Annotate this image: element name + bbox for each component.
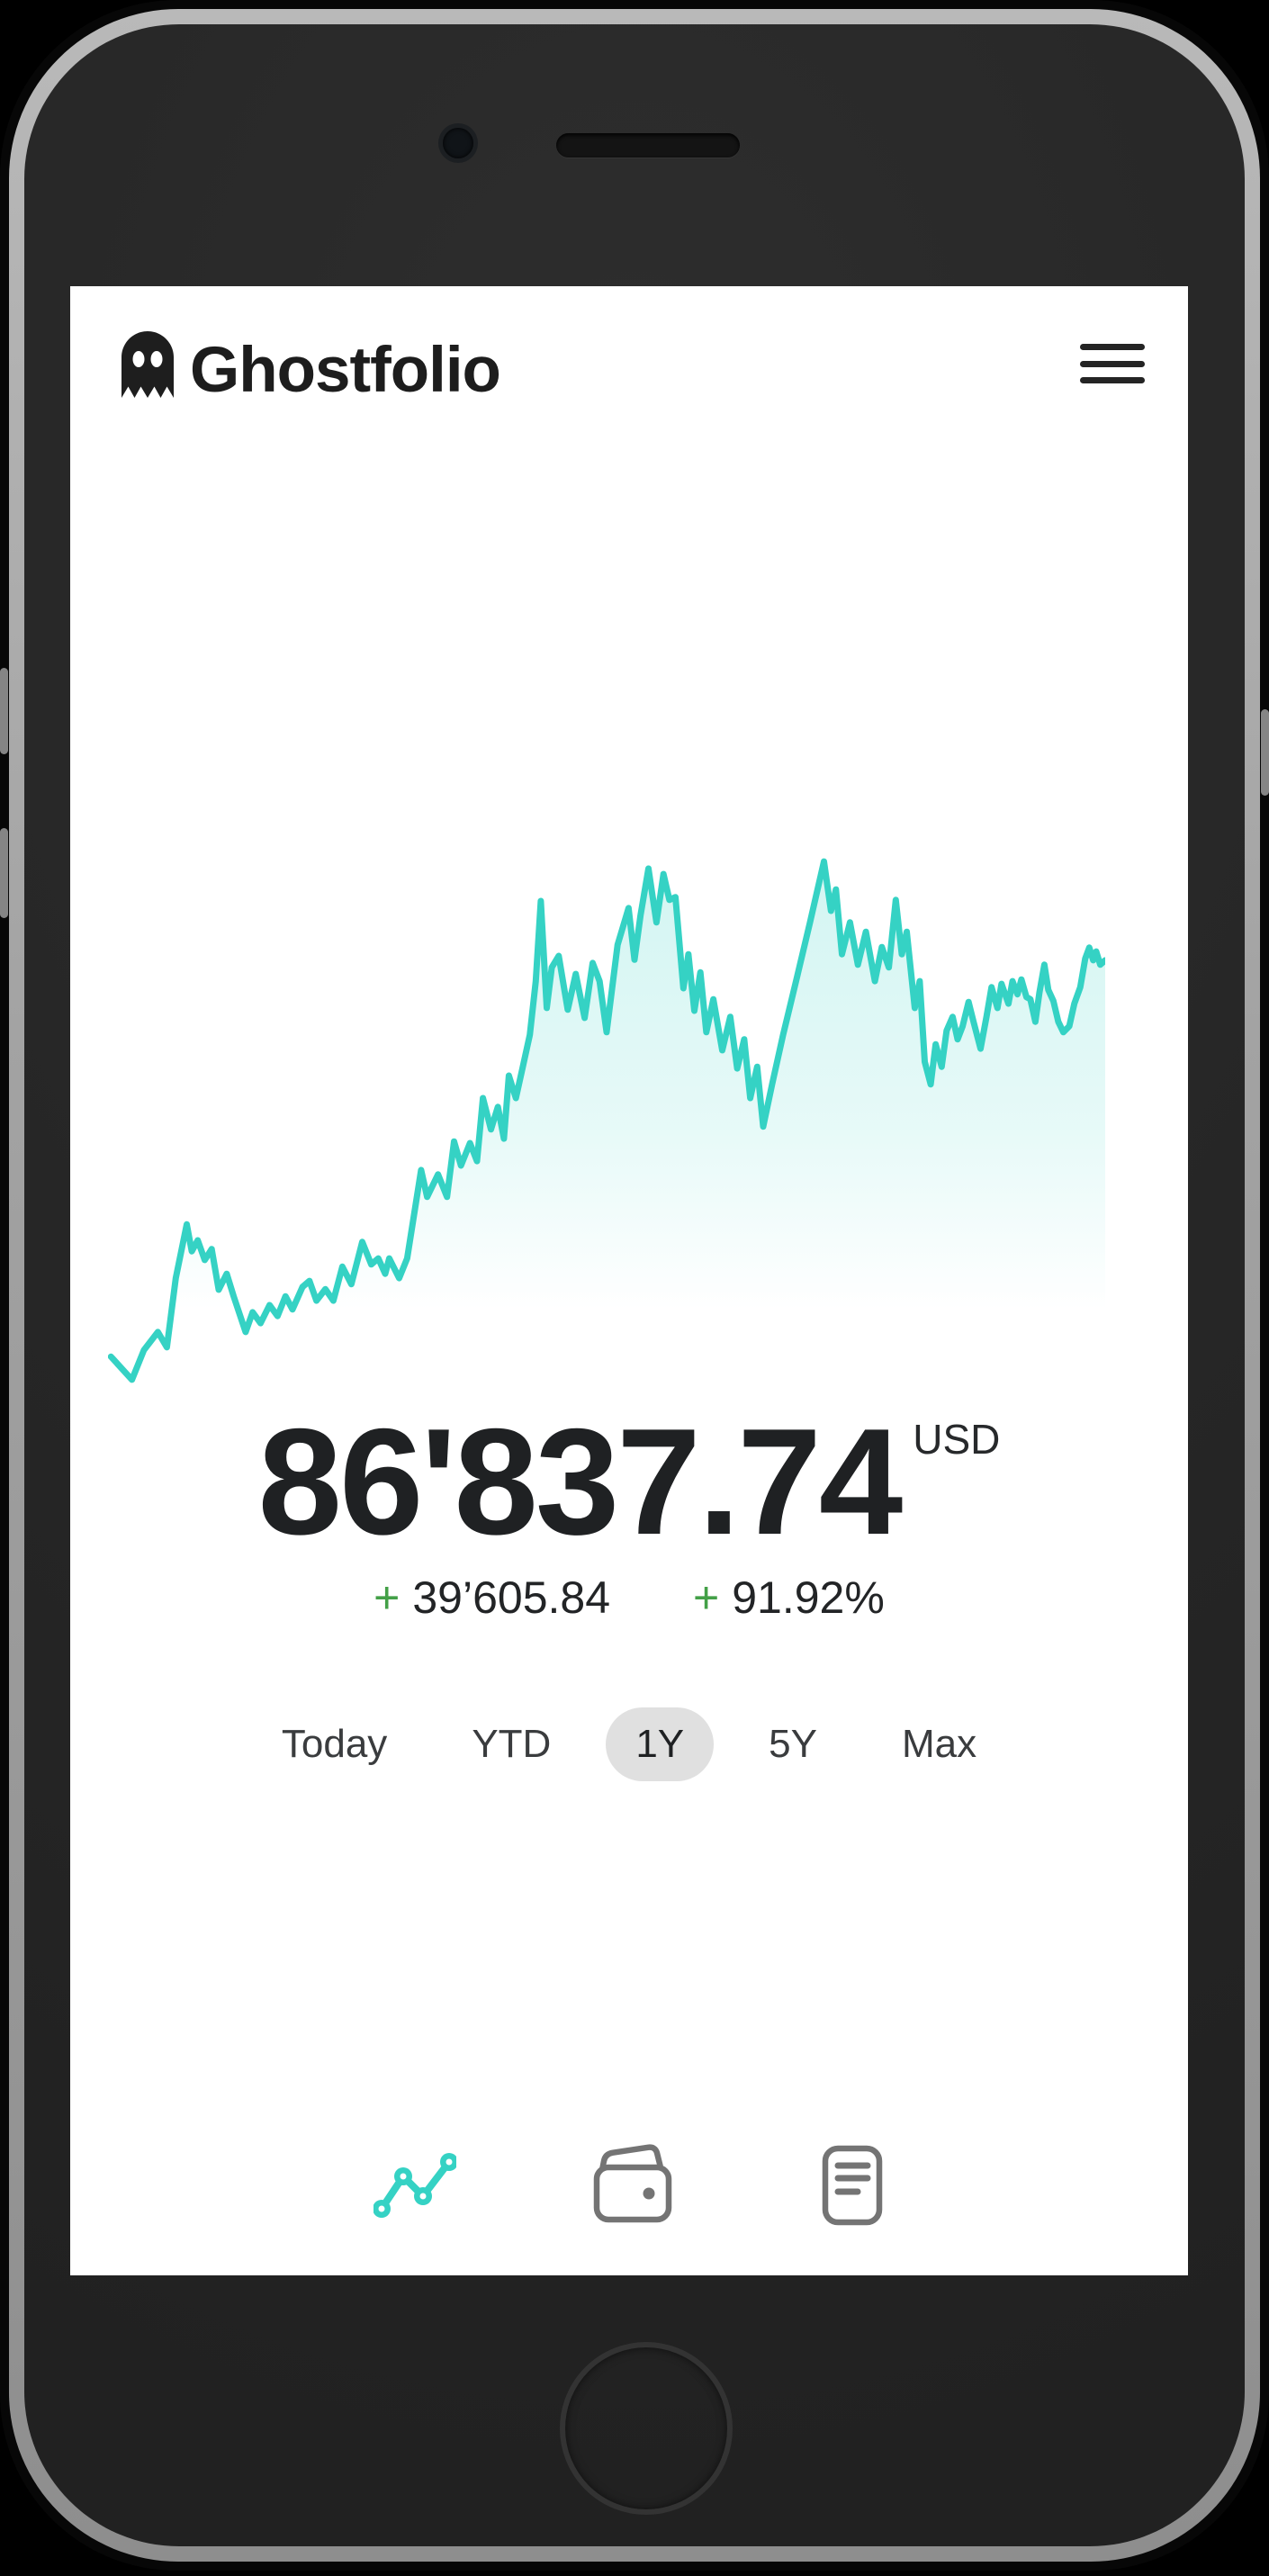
period-button-5y[interactable]: 5Y [769,1722,817,1766]
change-percent-value: 91.92% [732,1572,885,1623]
period-button-1y[interactable]: 1Y [606,1707,715,1781]
app-screen: Ghostfolio 86'8 [70,286,1188,2275]
performance-change-row: + 39’605.84 + 91.92% [70,1572,1188,1624]
tab-overview-analytics-icon[interactable] [374,2144,456,2227]
tab-transactions-reader-icon[interactable] [811,2144,894,2227]
front-camera [443,128,473,158]
tab-wallet-icon[interactable] [593,2144,676,2227]
change-absolute: + 39’605.84 [374,1572,610,1624]
earpiece-speaker [556,133,740,158]
period-button-ytd[interactable]: YTD [472,1722,552,1766]
portfolio-total-value: 86'837.74 [257,1397,904,1566]
performance-chart[interactable] [107,846,1109,1395]
portfolio-value-row: 86'837.74 USD [70,1406,1188,1557]
currency-label: USD [913,1416,1001,1463]
home-button[interactable] [560,2342,733,2515]
change-absolute-value: 39’605.84 [412,1572,611,1623]
change-percent: + 91.92% [693,1572,885,1624]
hamburger-menu-icon[interactable] [1080,344,1145,383]
line-chart [107,858,1109,1395]
period-button-max[interactable]: Max [901,1722,977,1766]
plus-sign-pct: + [693,1572,720,1623]
plus-sign-abs: + [374,1572,400,1623]
ghostfolio-logo-icon [122,331,174,398]
date-range-selector: Today YTD 1Y 5Y Max [70,1707,1188,1781]
page-title: Ghostfolio [190,335,501,406]
volume-down-button [0,828,8,918]
period-button-today[interactable]: Today [281,1722,388,1766]
app-header: Ghostfolio [70,286,1188,448]
volume-up-button [0,668,8,754]
power-button [1261,709,1269,796]
bottom-tab-bar [70,2144,1188,2227]
